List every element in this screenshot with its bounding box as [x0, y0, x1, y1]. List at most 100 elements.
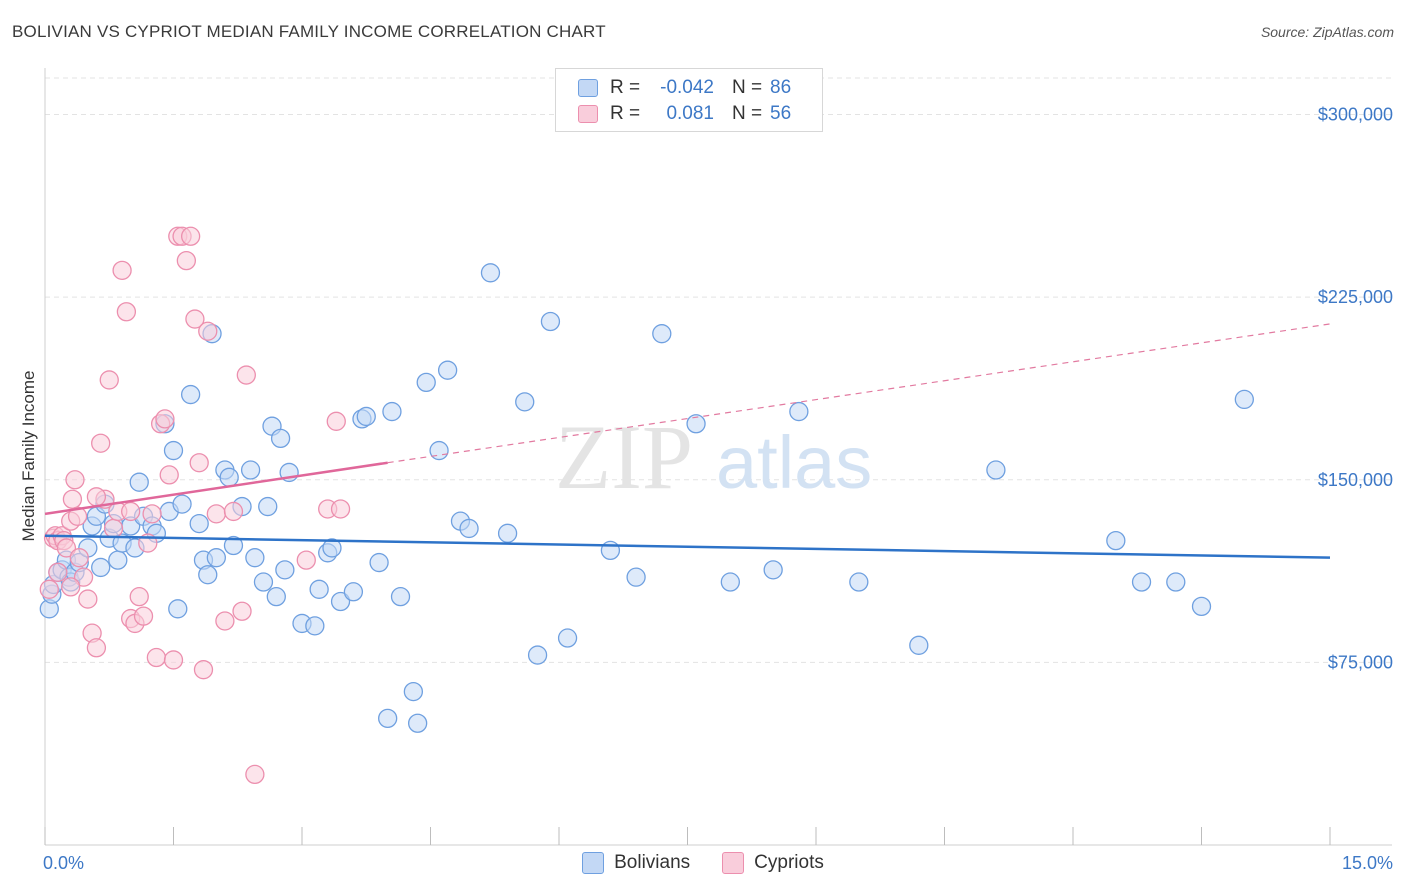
point-cypriots [232, 601, 252, 621]
data-points [39, 226, 1254, 785]
point-bolivians [168, 599, 188, 619]
point-cypriots [48, 562, 68, 582]
y-tick-label: $150,000 [1318, 470, 1393, 490]
x-tick-labels: 0.0% 15.0% [43, 853, 1393, 873]
legend-label-cypriots: Cypriots [754, 852, 824, 873]
point-bolivians [437, 360, 458, 380]
y-tick-label: $75,000 [1328, 652, 1393, 672]
legend-swatch-cypriots [578, 105, 598, 123]
point-cypriots [121, 501, 141, 522]
point-bolivians [266, 586, 286, 607]
point-bolivians [382, 401, 402, 422]
point-bolivians [626, 567, 646, 587]
legend-r-label: R = [610, 77, 641, 98]
point-bolivians [686, 414, 706, 434]
point-cypriots [236, 365, 256, 385]
legend-n-value: 56 [770, 103, 792, 124]
point-cypriots [39, 579, 59, 599]
point-cypriots [112, 260, 132, 281]
point-bolivians [763, 560, 783, 580]
point-cypriots [215, 611, 235, 631]
point-bolivians [180, 384, 201, 405]
y-tick-label: $300,000 [1318, 105, 1393, 125]
point-bolivians [416, 372, 436, 393]
point-bolivians [429, 440, 449, 461]
point-cypriots [223, 501, 244, 522]
legend-item-cypriots[interactable]: Cypriots [722, 852, 824, 874]
point-bolivians [305, 616, 325, 636]
point-bolivians [1131, 572, 1152, 592]
point-cypriots [206, 504, 226, 524]
point-bolivians [986, 460, 1006, 480]
point-bolivians [459, 518, 479, 539]
point-bolivians [378, 708, 398, 729]
point-bolivians [322, 538, 342, 558]
point-bolivians [270, 428, 291, 449]
point-bolivians [172, 494, 192, 514]
watermark-zip: ZIP [555, 406, 693, 508]
y-tick-labels: $75,000 $150,000 $225,000 $300,000 [1318, 105, 1393, 673]
point-cypriots [163, 650, 184, 670]
point-bolivians [275, 560, 295, 580]
chart-title: BOLIVIAN VS CYPRIOT MEDIAN FAMILY INCOME… [12, 22, 606, 41]
point-bolivians [206, 548, 226, 568]
trend-lines [44, 323, 1331, 559]
point-bolivians [198, 565, 218, 585]
point-cypriots [73, 567, 94, 587]
point-bolivians [356, 406, 376, 427]
point-bolivians [652, 324, 672, 344]
point-cypriots [62, 489, 83, 509]
point-bolivians [557, 628, 578, 648]
point-cypriots [245, 764, 265, 785]
point-cypriots [86, 487, 107, 507]
point-bolivians [527, 645, 548, 665]
legend-n-value: 86 [770, 77, 792, 98]
legend-row-bolivians: R = -0.042 N = 86 [578, 76, 791, 100]
point-cypriots [91, 433, 111, 453]
point-bolivians [849, 572, 869, 592]
point-bolivians [1191, 596, 1212, 617]
point-bolivians [909, 635, 929, 655]
point-bolivians [258, 496, 278, 517]
point-cypriots [56, 538, 77, 558]
point-cypriots [69, 548, 89, 568]
point-bolivians [91, 557, 111, 578]
legend-label-bolivians: Bolivians [614, 852, 691, 873]
point-bolivians [497, 523, 518, 543]
point-cypriots [296, 550, 316, 570]
y-tick-label: $225,000 [1318, 287, 1393, 307]
point-cypriots [189, 453, 209, 473]
legend-item-bolivians[interactable]: Bolivians [582, 852, 690, 874]
point-bolivians [219, 467, 239, 487]
point-cypriots [78, 589, 98, 609]
point-cypriots [86, 638, 107, 658]
point-cypriots [159, 465, 179, 485]
stats-legend: R = -0.042 N = 86 R = 0.081 N = 56 [555, 68, 823, 132]
point-bolivians [1234, 389, 1254, 410]
watermark-atlas: atlas [716, 421, 872, 504]
point-cypriots [65, 470, 85, 490]
point-bolivians [720, 572, 740, 592]
point-bolivians [309, 579, 329, 599]
legend-r-label: R = [610, 103, 641, 124]
legend-r-value: -0.042 [660, 77, 714, 98]
point-cypriots [116, 302, 137, 322]
point-cypriots [99, 370, 119, 390]
source-label: Source: ZipAtlas.com [1260, 24, 1394, 40]
point-cypriots [185, 309, 205, 329]
point-bolivians [480, 263, 501, 283]
legend-swatch-bolivians [582, 852, 605, 874]
point-bolivians [223, 535, 244, 556]
point-cypriots [142, 504, 162, 524]
point-bolivians [245, 548, 265, 568]
trend-line-cypriots-extension [387, 323, 1331, 464]
legend-swatch-cypriots [722, 852, 745, 874]
point-bolivians [189, 513, 209, 534]
point-bolivians [540, 311, 561, 332]
y-axis-title: Median Family Income [19, 370, 38, 541]
axes [44, 68, 1392, 846]
point-cypriots [198, 321, 218, 341]
point-cypriots [129, 586, 149, 607]
point-bolivians [240, 460, 261, 480]
